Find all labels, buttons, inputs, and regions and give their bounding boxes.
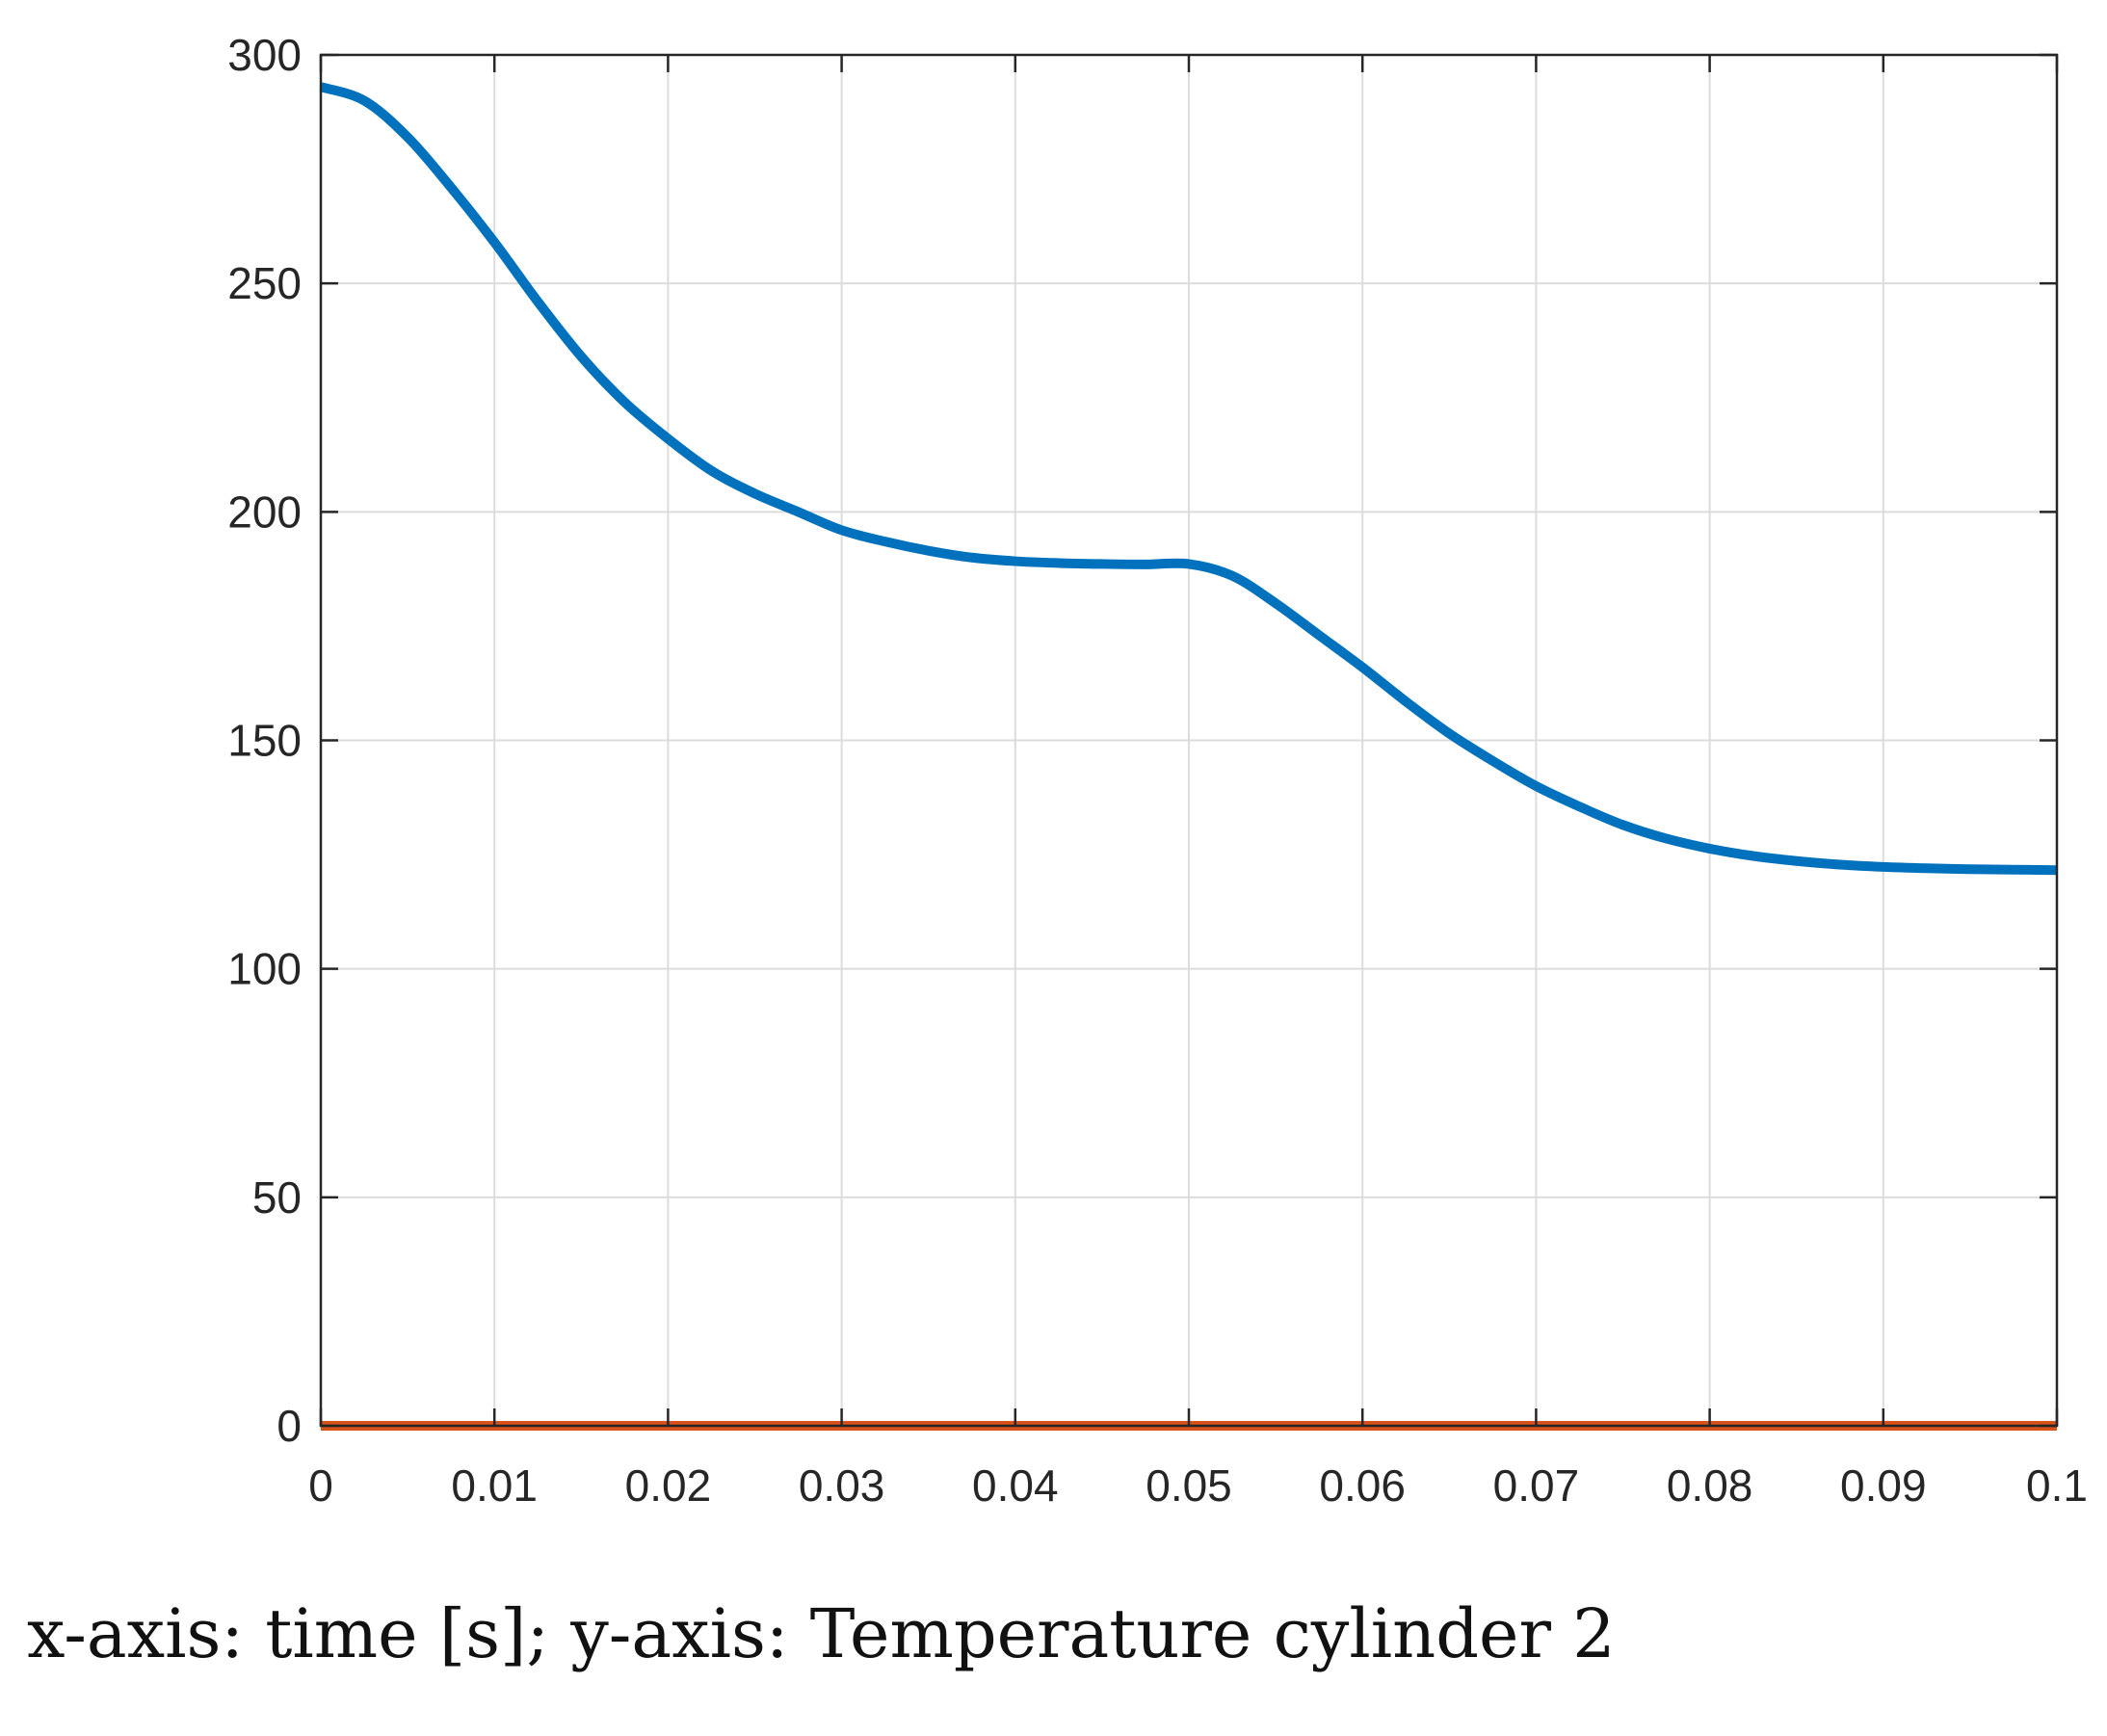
y-tick-label: 50 [252, 1172, 302, 1223]
y-tick-label: 250 [227, 258, 302, 308]
y-tick-labels: 0 50 100 150 200 250 300 [227, 30, 302, 1451]
axis-ticks [319, 53, 2059, 1428]
y-tick-label: 150 [227, 716, 302, 766]
x-tick-label: 0.02 [625, 1460, 712, 1511]
x-tick-label: 0 [308, 1460, 333, 1511]
figure-caption: x-axis: time [s]; y-axis: Temperature cy… [27, 1594, 1616, 1673]
x-tick-label: 0.08 [1667, 1460, 1753, 1511]
x-tick-label: 0.1 [2026, 1460, 2088, 1511]
x-tick-label: 0.04 [972, 1460, 1059, 1511]
y-tick-label: 0 [277, 1401, 302, 1451]
y-tick-label: 300 [227, 30, 302, 80]
grid-lines [321, 55, 2057, 1426]
x-tick-label: 0.05 [1146, 1460, 1232, 1511]
x-tick-label: 0.07 [1493, 1460, 1580, 1511]
y-tick-label: 100 [227, 944, 302, 994]
x-tick-labels: 0 0.01 0.02 0.03 0.04 0.05 0.06 0.07 0.08 0.09 0.1 [308, 1460, 2088, 1511]
x-tick-label: 0.06 [1319, 1460, 1406, 1511]
x-tick-label: 0.03 [799, 1460, 885, 1511]
y-tick-label: 200 [227, 487, 302, 537]
x-tick-label: 0.09 [1840, 1460, 1927, 1511]
x-tick-label: 0.01 [451, 1460, 538, 1511]
series-line-temperature-cylinder-2 [319, 82, 2058, 876]
